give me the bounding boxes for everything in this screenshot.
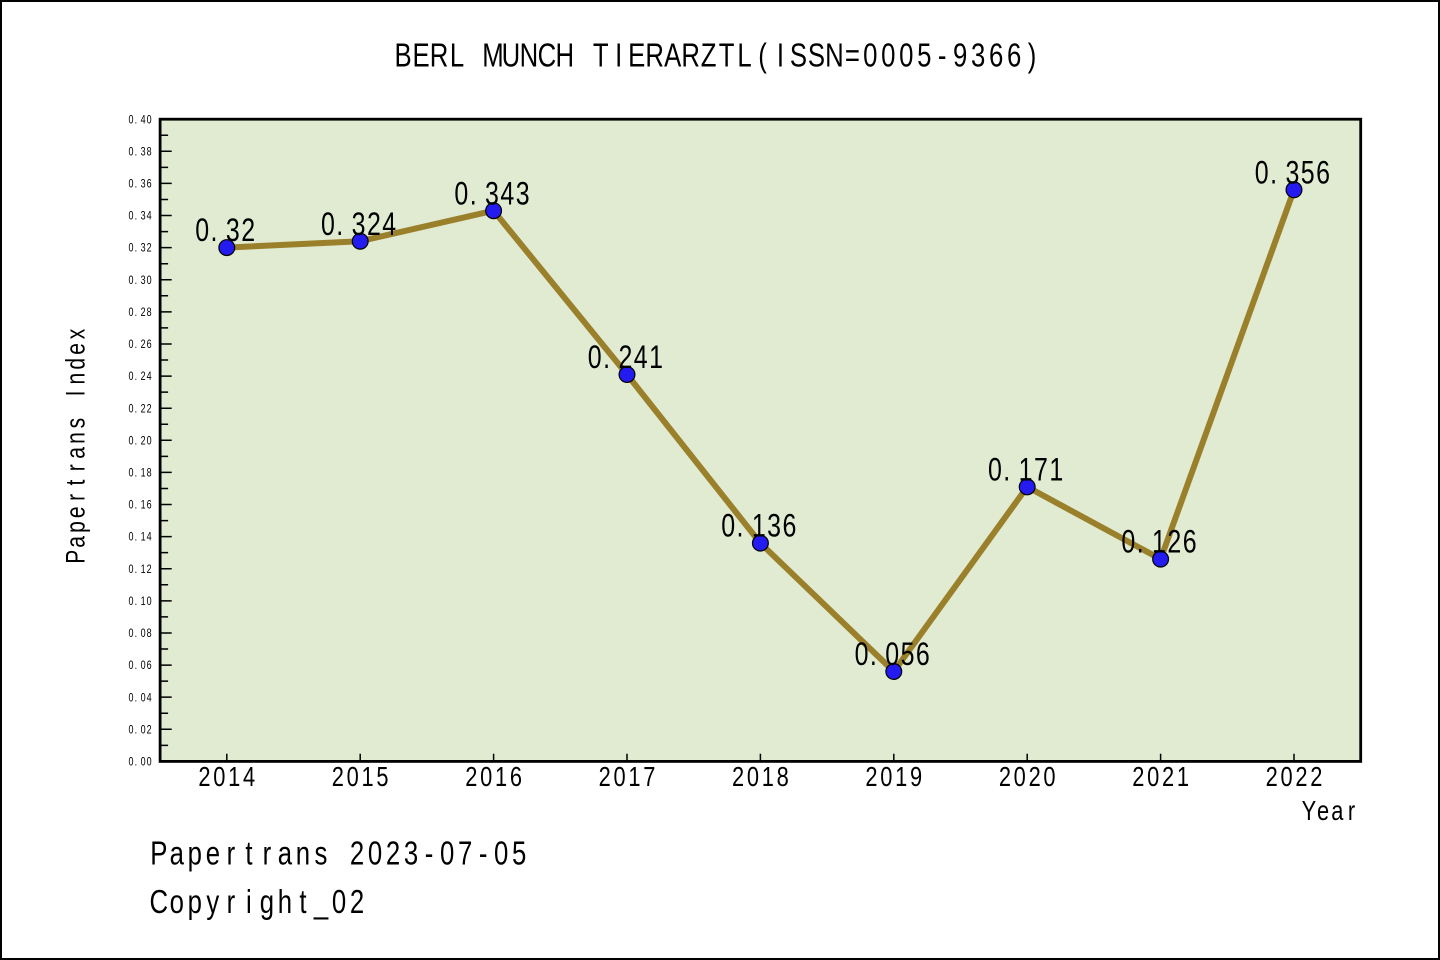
svg-text:0.136: 0.136 [721, 509, 796, 545]
svg-text:0.171: 0.171 [988, 453, 1063, 489]
svg-text:BERLMUNCHTIERARZTL(ISSN=0005-9: BERLMUNCHTIERARZTL(ISSN=0005-9366) [395, 38, 1037, 75]
svg-text:0.28: 0.28 [129, 307, 152, 319]
svg-text:0.26: 0.26 [129, 339, 152, 351]
svg-text:0.38: 0.38 [129, 146, 152, 158]
svg-text:0.02: 0.02 [129, 724, 152, 736]
svg-text:0.40: 0.40 [129, 114, 152, 126]
svg-text:0.126: 0.126 [1121, 525, 1196, 561]
svg-text:0.18: 0.18 [129, 468, 152, 480]
svg-text:0.32: 0.32 [195, 213, 255, 249]
svg-text:0.34: 0.34 [129, 211, 152, 223]
svg-text:0.32: 0.32 [129, 243, 152, 255]
svg-text:0.36: 0.36 [129, 179, 152, 191]
svg-text:0.324: 0.324 [321, 207, 396, 243]
svg-text:0.24: 0.24 [129, 371, 152, 383]
svg-text:0.06: 0.06 [129, 660, 152, 672]
svg-text:0.356: 0.356 [1255, 156, 1330, 192]
svg-text:0.22: 0.22 [129, 403, 152, 415]
svg-text:0.241: 0.241 [588, 340, 663, 376]
svg-text:0.14: 0.14 [129, 532, 152, 544]
svg-text:0.20: 0.20 [129, 435, 152, 447]
svg-text:0.343: 0.343 [454, 176, 529, 212]
svg-text:0.12: 0.12 [129, 564, 152, 576]
svg-text:0.10: 0.10 [129, 596, 152, 608]
svg-text:0.00: 0.00 [129, 757, 152, 769]
svg-text:0.04: 0.04 [129, 692, 152, 704]
svg-text:Year: Year [1302, 796, 1356, 827]
svg-text:0.08: 0.08 [129, 628, 152, 640]
svg-text:0.056: 0.056 [855, 637, 930, 673]
svg-text:0.30: 0.30 [129, 275, 152, 287]
svg-text:0.16: 0.16 [129, 500, 152, 512]
